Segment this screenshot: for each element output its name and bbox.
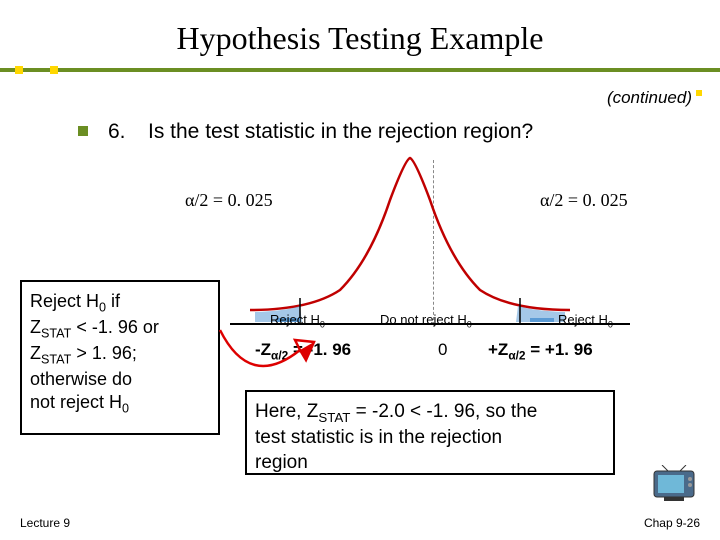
tick xyxy=(530,318,554,322)
footer-right: Chap 9-26 xyxy=(644,516,700,530)
conclusion-box: Here, ZSTAT = -2.0 < -1. 96, so the test… xyxy=(245,390,615,475)
reject-right-label: Reject H0 xyxy=(558,312,613,330)
tv-icon xyxy=(650,465,700,505)
footer-left: Lecture 9 xyxy=(20,516,70,530)
accent-square xyxy=(15,66,23,74)
continued-label: (continued) xyxy=(607,88,692,108)
zero-label: 0 xyxy=(438,340,447,360)
dnr-label: Do not reject H0 xyxy=(380,312,472,330)
page-title: Hypothesis Testing Example xyxy=(0,20,720,57)
bullet-icon xyxy=(78,126,88,136)
decision-rule-box: Reject H0 if ZSTAT < -1. 96 or ZSTAT > 1… xyxy=(20,280,220,435)
accent-square xyxy=(50,66,58,74)
question-text: Is the test statistic in the rejection r… xyxy=(148,120,533,144)
step-number: 6. xyxy=(108,120,126,144)
accent-square xyxy=(696,90,702,96)
crit-right: +Zα/2 = +1. 96 xyxy=(488,340,593,362)
accent-bar xyxy=(0,68,720,72)
